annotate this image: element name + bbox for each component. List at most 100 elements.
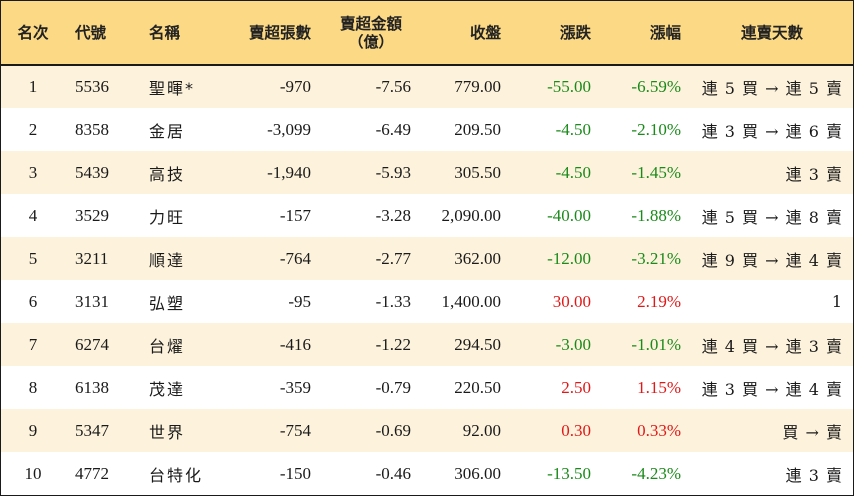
cell-rank: 6 [28,291,38,311]
cell-change: -4.50 [555,162,591,182]
cell-change: 2.50 [561,377,591,397]
cell-close: 305.50 [454,162,501,182]
cell-name: 台燿 [149,336,186,356]
header-net-sell-amount-label: 賣超金額 [339,14,402,33]
table-row: 7 6274 台燿 -416 -1.22 294.50 -3.00 -1.01% 連 4 買 →… [1,323,853,366]
header-net-sell-amount: 賣超金額 （億） [321,1,421,65]
table-row: 5 3211 順達 -764 -2.77 362.00 -12.00 -3.21% 連 9 買 … [1,237,853,280]
table-body: 1 5536 聖暉* -970 -7.56 779.00 -55.00 -6.59% 連 5 買… [1,65,853,495]
header-name: 名稱 [149,23,181,42]
table-row: 3 5439 高技 -1,940 -5.93 305.50 -4.50 -1.45% 連 3 賣 [1,151,853,194]
cell-net-sell-amount: -0.69 [375,420,411,440]
cell-close: 2,090.00 [441,205,502,225]
cell-net-sell-lots: -3,099 [267,119,311,139]
cell-change: -55.00 [547,77,591,96]
cell-rank: 7 [28,334,38,354]
cell-code: 5439 [75,162,109,182]
cell-net-sell-lots: -754 [279,420,311,440]
cell-net-sell-amount: -2.77 [375,248,411,268]
cell-net-sell-amount: -6.49 [375,119,411,139]
cell-change: -12.00 [547,248,591,268]
cell-code: 3211 [75,248,109,268]
cell-net-sell-amount: -0.46 [375,463,411,483]
cell-rank: 4 [28,205,38,225]
cell-code: 8358 [75,119,109,139]
cell-streak: 連 3 賣 [785,164,843,184]
cell-net-sell-amount: -7.56 [375,77,411,96]
cell-net-sell-lots: -764 [279,248,311,268]
cell-change-pct: -4.23% [631,463,681,483]
cell-change: -4.50 [555,119,591,139]
header-code: 代號 [75,23,107,42]
header-close: 收盤 [469,23,501,42]
cell-streak: 連 3 賣 [785,465,843,485]
table-row: 2 8358 金居 -3,099 -6.49 209.50 -4.50 -2.10% 連 3 買… [1,108,853,151]
cell-change: 0.30 [561,420,591,440]
header-rank: 名次 [17,23,49,42]
cell-code: 3529 [75,205,109,225]
cell-net-sell-amount: -1.33 [375,291,411,311]
cell-change-pct: 1.15% [637,377,681,397]
cell-code: 6274 [75,334,109,354]
cell-net-sell-lots: -95 [288,291,311,311]
cell-net-sell-amount: -5.93 [375,162,411,182]
cell-change-pct: 2.19% [637,291,681,311]
cell-streak: 連 3 買 → 連 6 賣 [701,121,843,141]
cell-net-sell-lots: -1,940 [267,162,311,182]
cell-net-sell-lots: -359 [279,377,311,397]
cell-close: 1,400.00 [441,291,502,311]
cell-code: 5347 [75,420,109,440]
cell-net-sell-lots: -416 [279,334,311,354]
cell-name: 高技 [149,164,186,184]
cell-close: 779.00 [454,77,501,96]
cell-name: 台特化 [149,465,204,485]
cell-rank: 2 [28,119,38,139]
cell-net-sell-lots: -150 [279,463,311,483]
cell-close: 220.50 [454,377,501,397]
header-net-sell-amount-unit: （億） [348,32,394,51]
cell-change-pct: -6.59% [631,77,681,96]
cell-streak: 買 → 賣 [782,422,843,442]
cell-rank: 9 [28,420,38,440]
cell-net-sell-amount: -3.28 [375,205,411,225]
header-streak: 連賣天數 [740,23,803,42]
cell-name: 金居 [149,121,186,141]
cell-change-pct: -1.01% [631,334,681,354]
cell-rank: 5 [28,248,38,268]
cell-name: 茂達 [149,379,186,399]
cell-rank: 10 [24,463,42,483]
cell-rank: 8 [28,377,38,397]
cell-rank: 1 [28,77,38,96]
table-row: 4 3529 力旺 -157 -3.28 2,090.00 -40.00 -1.88% 連 5 … [1,194,853,237]
cell-net-sell-amount: -1.22 [375,334,411,354]
table-row: 1 5536 聖暉* -970 -7.56 779.00 -55.00 -6.59% 連 5 買… [1,65,853,108]
cell-name: 順達 [149,250,186,270]
cell-streak: 連 9 買 → 連 4 賣 [701,250,843,270]
cell-close: 294.50 [454,334,501,354]
cell-change-pct: -1.88% [631,205,681,225]
table-row: 9 5347 世界 -754 -0.69 92.00 0.30 0.33% 買 → 賣 [1,409,853,452]
cell-name: 世界 [149,422,186,442]
cell-streak: 連 4 買 → 連 3 賣 [701,336,843,356]
cell-change: -13.50 [547,463,591,483]
cell-change: 30.00 [552,291,591,311]
cell-change-pct: 0.33% [637,420,681,440]
cell-close: 92.00 [462,420,501,440]
header-change: 漲跌 [559,23,591,42]
cell-streak: 連 3 買 → 連 4 賣 [701,379,843,399]
cell-code: 4772 [75,463,109,483]
cell-close: 209.50 [454,119,501,139]
cell-name: 弘塑 [149,293,186,313]
cell-streak: 連 5 買 → 連 5 賣 [701,79,843,98]
cell-code: 3131 [75,291,109,311]
cell-change-pct: -2.10% [631,119,681,139]
header-net-sell-lots: 賣超張數 [248,23,311,42]
cell-net-sell-lots: -970 [279,77,311,96]
cell-net-sell-amount: -0.79 [375,377,411,397]
cell-close: 306.00 [454,463,501,483]
header-change-pct: 漲幅 [649,23,681,42]
cell-change: -40.00 [547,205,591,225]
cell-name: 聖暉* [149,79,196,98]
cell-code: 5536 [75,77,109,96]
